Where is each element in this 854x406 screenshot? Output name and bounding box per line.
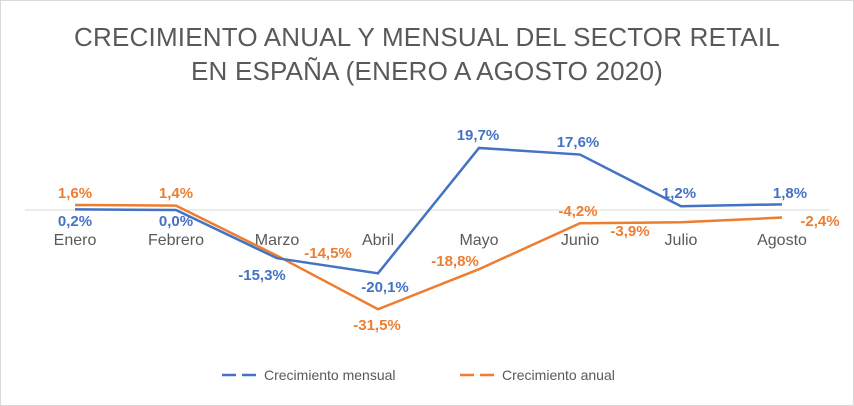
data-label: -2,4% (800, 213, 839, 230)
data-label: 17,6% (557, 134, 600, 151)
x-tick-label: Mayo (459, 232, 498, 249)
series-line-mensual (74, 146, 783, 275)
x-tick-label: Marzo (255, 232, 300, 249)
data-label: 1,4% (159, 185, 193, 202)
data-label: -15,3% (238, 267, 286, 284)
data-label: -14,5% (304, 245, 352, 262)
data-label: -18,8% (431, 253, 479, 270)
x-tick-label: Junio (561, 232, 599, 249)
data-label: -3,9% (610, 223, 649, 240)
data-label: 19,7% (457, 127, 500, 144)
data-label: 0,2% (58, 213, 92, 230)
legend-label: Crecimiento anual (502, 367, 615, 383)
data-label: -31,5% (353, 317, 401, 334)
data-label: -20,1% (361, 279, 409, 296)
x-tick-label: Febrero (148, 232, 204, 249)
series-line-anual (74, 203, 783, 311)
x-tick-label: Julio (665, 232, 698, 249)
data-label: 1,6% (58, 185, 92, 202)
x-tick-label: Abril (362, 232, 394, 249)
data-label: 1,2% (662, 185, 696, 202)
chart-title-line-1: CRECIMIENTO ANUAL Y MENSUAL DEL SECTOR R… (74, 22, 780, 52)
chart-title-line-2: EN ESPAÑA (ENERO A AGOSTO 2020) (191, 56, 663, 86)
data-label: -4,2% (558, 203, 597, 220)
x-tick-label: Enero (54, 232, 97, 249)
legend-label: Crecimiento mensual (264, 367, 396, 383)
data-label: 1,8% (773, 185, 807, 202)
data-label: 0,0% (159, 213, 193, 230)
x-tick-label: Agosto (757, 232, 807, 249)
